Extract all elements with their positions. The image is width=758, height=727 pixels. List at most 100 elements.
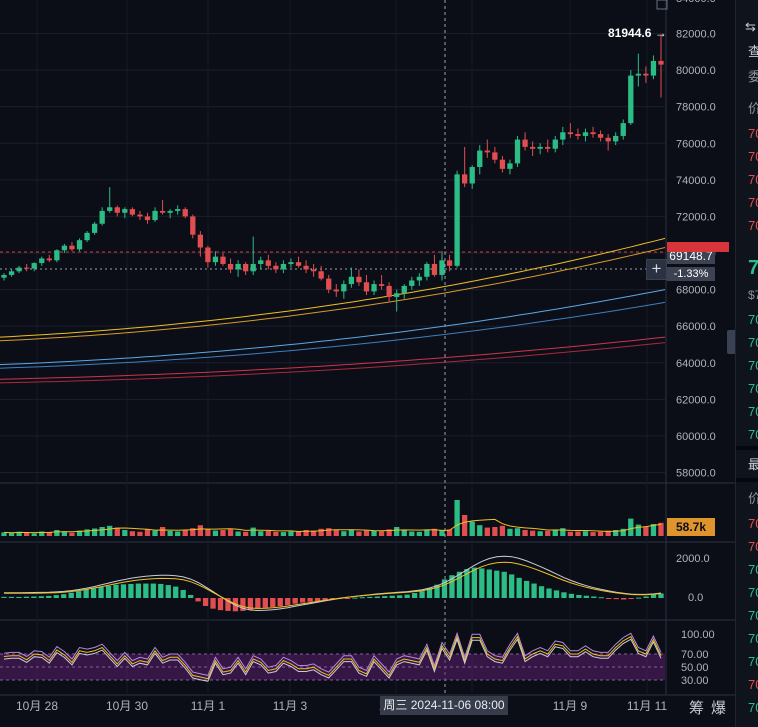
ask-price[interactable]: 70 [748,218,758,233]
candle-body [265,260,271,266]
bid-price[interactable]: 70 [748,404,758,419]
volume-bar [24,532,30,536]
volume-bar [522,530,528,536]
macd-bar [404,594,410,598]
volume-bar [258,531,264,536]
macd-dif-line [4,555,662,612]
macd-bar [613,598,619,600]
date-tick-label: 10月 30 [106,699,148,713]
candle-body [628,75,634,124]
volume-bar [16,531,22,536]
chip-distribution-button[interactable]: 筹 [689,700,705,717]
macd-bar [262,598,268,608]
volume-bar [409,531,415,536]
macd-bar [173,586,179,598]
macd-tick-label: 0.0 [688,592,703,604]
macd-bar [1,596,7,598]
current-price-marker [667,242,729,252]
bid-price[interactable]: 70 [748,335,758,350]
volume-bar [333,530,339,536]
candle-body [658,60,664,65]
macd-bar [98,586,104,598]
candle-body [469,167,475,184]
volume-bar [575,531,581,536]
volume-bar [658,522,664,536]
candle-body [567,132,574,135]
bid-price[interactable]: 70 [748,358,758,373]
orderbook-panel: ⇆ 查 委 价 70 70 70 70 70 7 $7 70 70 70 70 … [735,0,758,727]
volume-bar [99,527,105,536]
macd-bar [210,598,216,609]
collapse-panel-handle[interactable] [727,330,735,354]
volume-bar [394,527,400,536]
ask-price[interactable]: 70 [748,149,758,164]
macd-bar [449,575,455,598]
macd-bar [456,571,463,598]
candle-body [424,263,430,277]
macd-bar [23,596,30,598]
price-tick-label: 82000.0 [676,29,716,41]
candle-body [326,278,332,290]
macd-bar [225,598,231,611]
change-percent-tag: -1.33% [667,267,715,281]
volume-bar [492,527,498,536]
liquidation-button[interactable]: 爆 [711,700,727,717]
volume-bar [431,528,438,536]
candle-body [159,210,166,213]
candle-body [333,289,339,292]
price-tick-label: 78000.0 [676,102,716,114]
macd-bar [576,594,582,598]
ask-price[interactable]: 70 [748,126,758,141]
mid-price-usd: $7 [748,288,758,302]
macd-bar [299,598,306,603]
macd-bar [598,597,604,599]
volume-bar [303,530,309,536]
candle-body [152,210,158,221]
candle-body [386,285,392,297]
macd-bar [90,588,97,598]
ask-price[interactable]: 70 [748,195,758,210]
volume-bar [507,528,513,536]
volume-bar [84,529,90,536]
macd-bar [113,584,119,598]
bid-price[interactable]: 70 [748,427,758,442]
macd-bar [307,598,313,602]
candle-body [212,256,219,263]
volume-bar [477,525,483,536]
macd-bar [643,596,649,598]
candle-body [318,271,324,279]
candle-body [537,146,543,149]
bid-price[interactable]: 70 [748,381,758,396]
volume-bar [416,531,422,536]
volume-bar [605,530,611,536]
candle-body [439,260,445,275]
macd-bar [389,595,395,598]
volume-bar [205,528,211,536]
macd-bar [135,583,142,598]
candlestick-chart[interactable]: 82000.0 80000.0 78000.0 76000.0 74000.0 72000… [0,0,735,727]
tab-query[interactable]: 查 [748,45,758,58]
candle-body [499,159,506,169]
candle-body [454,174,460,266]
volume-bar [650,524,657,536]
trade-price: 70 [748,677,758,692]
volume-bar [545,530,551,536]
swap-icon[interactable]: ⇆ [745,19,756,34]
macd-bar [232,598,239,612]
macd-bar [606,598,612,599]
volume-bar [288,531,294,536]
tab-orders[interactable]: 委 [748,70,758,83]
candle-body [122,209,128,213]
add-alert-button[interactable]: + [646,259,667,280]
macd-bar [516,577,522,598]
ask-price[interactable]: 70 [748,172,758,187]
macd-bar [419,591,425,598]
volume-bar [243,531,249,536]
candle-body [235,263,241,270]
macd-bar [538,586,545,598]
macd-bar [314,598,321,602]
candle-body [507,163,513,169]
bid-price[interactable]: 70 [748,312,758,327]
price-tick-label: 60000.0 [676,431,716,443]
candle-body [446,260,453,266]
